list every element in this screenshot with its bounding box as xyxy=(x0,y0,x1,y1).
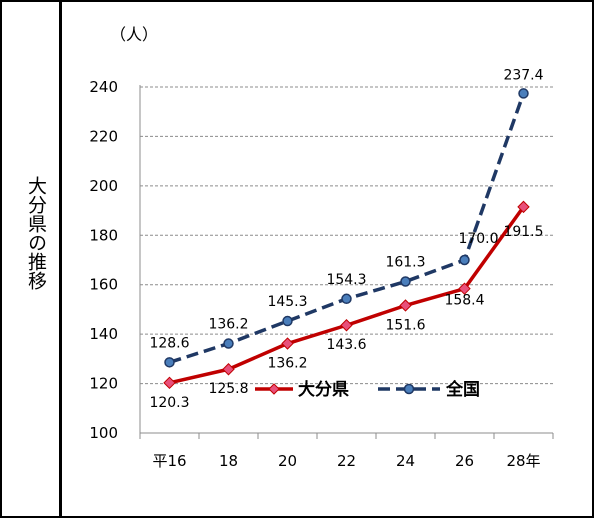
data-label-national: 145.3 xyxy=(267,294,307,310)
data-point-national xyxy=(459,254,470,266)
x-tick-label: 22 xyxy=(337,452,356,470)
legend-label-national: 全国 xyxy=(445,379,480,400)
x-tick-label: 18 xyxy=(219,452,238,470)
data-point-oita xyxy=(163,376,176,390)
data-label-oita: 191.5 xyxy=(503,224,543,240)
y-tick-label: 140 xyxy=(89,325,118,343)
data-label-oita: 120.3 xyxy=(149,395,189,411)
data-label-national: 161.3 xyxy=(385,255,425,271)
data-label-oita: 143.6 xyxy=(326,337,366,353)
data-point-oita xyxy=(458,282,471,295)
side-title: 大分県の推移 xyxy=(25,176,47,290)
data-point-national xyxy=(400,276,411,287)
legend-marker-national xyxy=(403,383,415,395)
data-point-oita xyxy=(399,299,412,312)
data-point-national xyxy=(341,293,352,305)
data-label-national: 170.0 xyxy=(458,231,498,247)
data-point-oita xyxy=(517,200,530,214)
data-label-oita: 125.8 xyxy=(208,381,248,397)
y-tick-label: 200 xyxy=(89,177,118,195)
data-point-oita xyxy=(340,319,353,332)
data-label-national: 237.4 xyxy=(503,67,543,83)
legend-marker-oita xyxy=(268,383,280,395)
legend-label-oita: 大分県 xyxy=(298,379,349,400)
x-tick-label: 28年 xyxy=(506,452,540,470)
y-unit-label: （人） xyxy=(110,25,158,44)
x-tick-label: 24 xyxy=(396,452,415,470)
y-tick-label: 100 xyxy=(89,424,118,442)
data-label-oita: 158.4 xyxy=(444,293,484,309)
data-point-oita xyxy=(281,337,294,350)
data-point-national xyxy=(223,338,234,349)
data-label-national: 136.2 xyxy=(208,317,248,333)
data-label-national: 154.3 xyxy=(326,272,366,288)
y-tick-label: 160 xyxy=(89,276,118,294)
data-point-oita xyxy=(222,363,235,376)
data-label-national: 128.6 xyxy=(149,335,189,351)
data-label-oita: 151.6 xyxy=(385,317,425,333)
data-point-national xyxy=(282,315,293,327)
y-tick-label: 240 xyxy=(89,78,118,96)
data-point-national xyxy=(164,357,175,368)
y-tick-label: 180 xyxy=(89,226,118,244)
x-tick-label: 平16 xyxy=(152,452,186,470)
x-tick-label: 26 xyxy=(455,452,474,470)
divider-line xyxy=(59,0,62,518)
x-tick-label: 20 xyxy=(278,452,297,470)
y-tick-label: 220 xyxy=(89,127,118,145)
y-tick-label: 120 xyxy=(89,375,118,393)
data-label-oita: 136.2 xyxy=(267,356,307,372)
data-point-national xyxy=(518,88,529,99)
